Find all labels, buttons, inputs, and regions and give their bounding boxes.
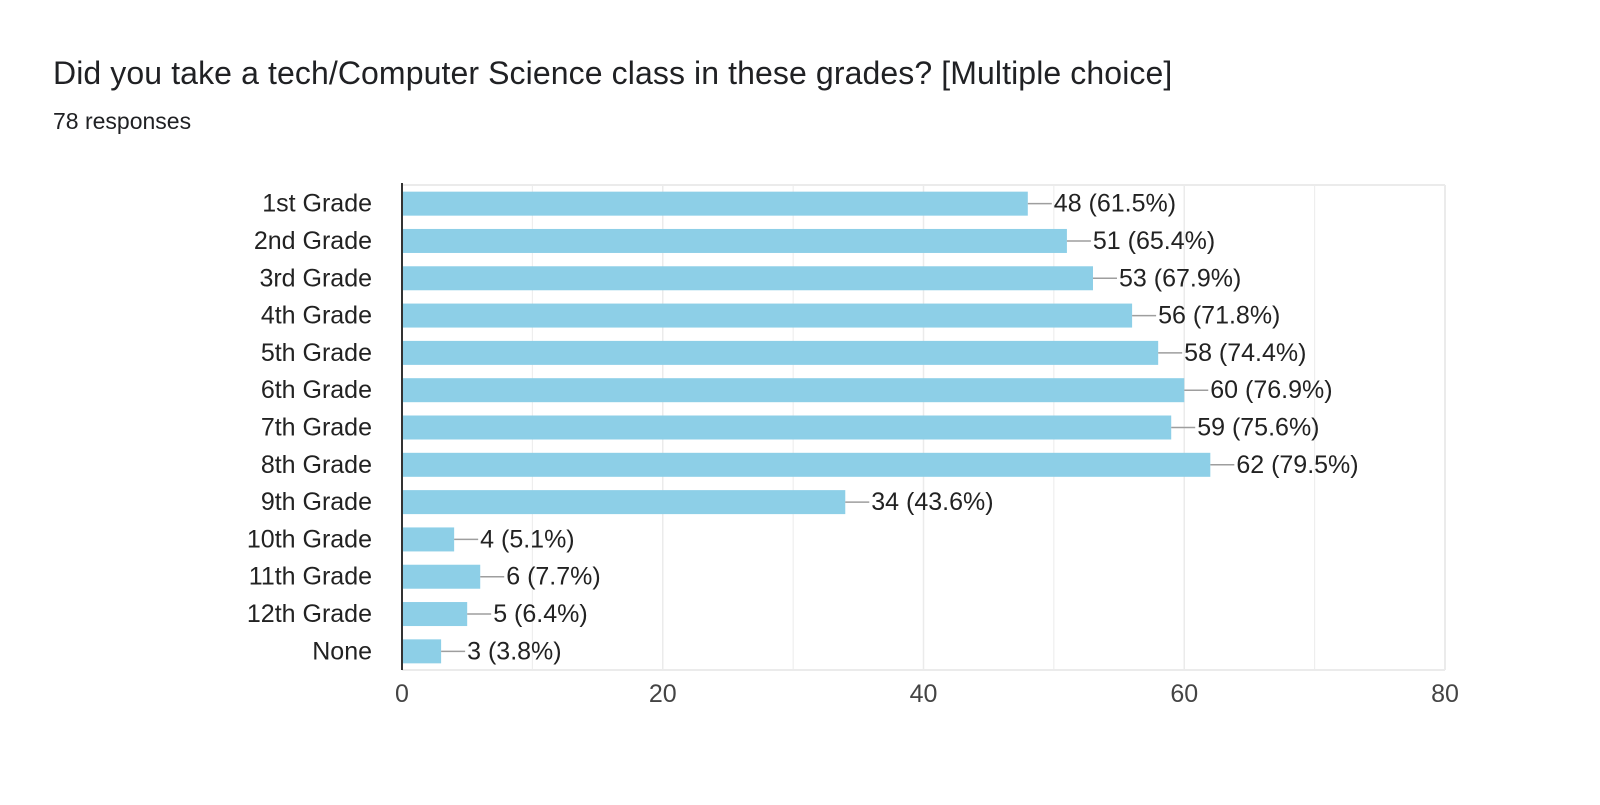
category-label: 4th Grade <box>261 302 372 330</box>
category-label: 9th Grade <box>261 488 372 516</box>
data-label: 6 (7.7%) <box>506 563 600 591</box>
data-label: 51 (65.4%) <box>1093 227 1215 255</box>
x-tick-label: 40 <box>910 680 938 708</box>
bar <box>402 191 1028 216</box>
data-label: 4 (5.1%) <box>480 525 574 553</box>
data-label: 3 (3.8%) <box>467 637 561 665</box>
category-label: 5th Grade <box>261 339 372 367</box>
category-label: 1st Grade <box>262 190 372 218</box>
bar <box>402 564 481 589</box>
bar <box>402 527 455 552</box>
data-label: 59 (75.6%) <box>1197 414 1319 442</box>
bar <box>402 340 1159 365</box>
bar <box>402 452 1211 477</box>
data-label: 53 (67.9%) <box>1119 264 1241 292</box>
category-label: 12th Grade <box>247 600 372 628</box>
data-label: 56 (71.8%) <box>1158 302 1280 330</box>
bar <box>402 228 1067 253</box>
data-label: 48 (61.5%) <box>1054 190 1176 218</box>
category-label: 8th Grade <box>261 451 372 479</box>
data-label: 60 (76.9%) <box>1210 376 1332 404</box>
category-label: None <box>312 637 372 665</box>
data-label: 5 (6.4%) <box>493 600 587 628</box>
category-label: 3rd Grade <box>259 264 372 292</box>
x-tick-label: 0 <box>395 680 409 708</box>
bar <box>402 602 468 627</box>
data-label: 34 (43.6%) <box>871 488 993 516</box>
category-label: 11th Grade <box>249 563 372 591</box>
data-label: 62 (79.5%) <box>1236 451 1358 479</box>
response-count: 78 responses <box>53 108 192 134</box>
x-tick-label: 80 <box>1431 680 1459 708</box>
bar <box>402 490 846 515</box>
bar <box>402 266 1093 291</box>
chart-title: Did you take a tech/Computer Science cla… <box>53 55 1173 91</box>
bar <box>402 303 1133 328</box>
x-tick-label: 20 <box>649 680 677 708</box>
bar <box>402 639 442 664</box>
x-tick-label: 60 <box>1170 680 1198 708</box>
category-label: 6th Grade <box>261 376 372 404</box>
bar <box>402 378 1185 403</box>
bar <box>402 415 1172 440</box>
category-label: 10th Grade <box>247 525 372 553</box>
category-label: 2nd Grade <box>254 227 372 255</box>
category-label: 7th Grade <box>261 414 372 442</box>
data-label: 58 (74.4%) <box>1184 339 1306 367</box>
